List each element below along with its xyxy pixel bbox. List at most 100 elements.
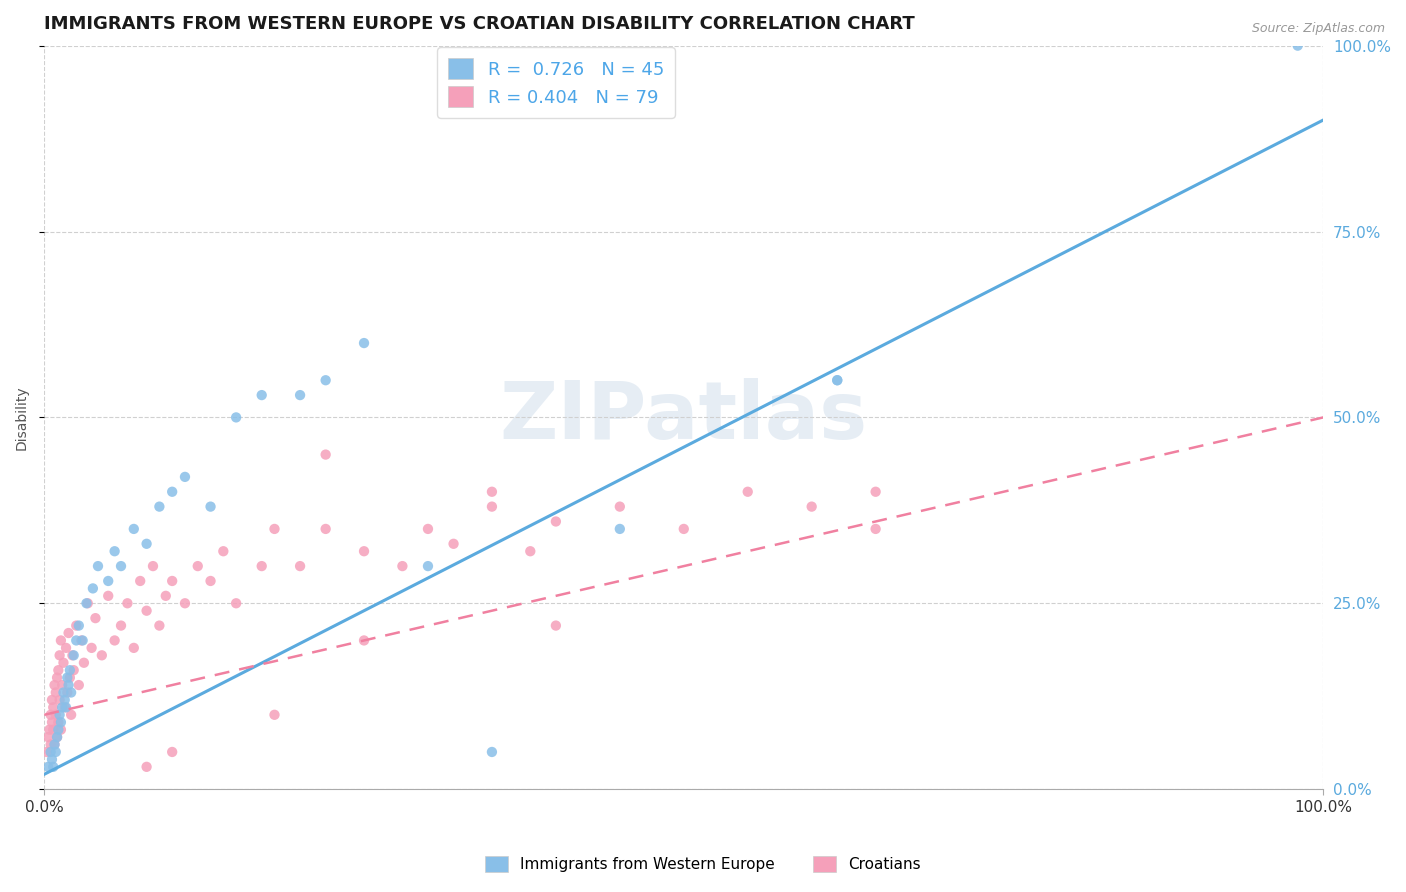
Point bbox=[80, 640, 103, 655]
Point bbox=[59, 671, 82, 685]
Point bbox=[70, 633, 93, 648]
Text: IMMIGRANTS FROM WESTERN EUROPE VS CROATIAN DISABILITY CORRELATION CHART: IMMIGRANTS FROM WESTERN EUROPE VS CROATI… bbox=[44, 15, 915, 33]
Point bbox=[160, 484, 183, 499]
Point bbox=[49, 715, 72, 730]
Point bbox=[117, 596, 139, 610]
Point bbox=[737, 484, 759, 499]
Point bbox=[76, 596, 98, 610]
Point bbox=[481, 484, 503, 499]
Point bbox=[825, 373, 848, 387]
Point bbox=[315, 373, 337, 387]
Point bbox=[65, 633, 87, 648]
Point bbox=[44, 738, 66, 752]
Point bbox=[148, 500, 170, 514]
Point bbox=[250, 388, 273, 402]
Point bbox=[212, 544, 235, 558]
Point bbox=[37, 760, 59, 774]
Point bbox=[55, 640, 77, 655]
Point bbox=[52, 685, 75, 699]
Point bbox=[76, 596, 98, 610]
Point bbox=[35, 745, 58, 759]
Point bbox=[443, 537, 465, 551]
Legend: R =  0.726   N = 45, R = 0.404   N = 79: R = 0.726 N = 45, R = 0.404 N = 79 bbox=[437, 47, 675, 118]
Point bbox=[416, 522, 439, 536]
Point bbox=[174, 596, 197, 610]
Point bbox=[110, 559, 132, 574]
Point bbox=[353, 633, 375, 648]
Point bbox=[56, 671, 79, 685]
Point bbox=[84, 611, 107, 625]
Point bbox=[800, 500, 823, 514]
Point bbox=[72, 633, 94, 648]
Point bbox=[59, 663, 82, 677]
Point bbox=[46, 663, 69, 677]
Point bbox=[51, 700, 73, 714]
Point bbox=[44, 678, 66, 692]
Point bbox=[97, 574, 120, 588]
Point bbox=[62, 663, 84, 677]
Point bbox=[53, 700, 76, 714]
Point bbox=[160, 574, 183, 588]
Point bbox=[609, 500, 631, 514]
Legend: Immigrants from Western Europe, Croatians: Immigrants from Western Europe, Croatian… bbox=[478, 848, 928, 880]
Point bbox=[1286, 38, 1309, 53]
Point bbox=[288, 388, 311, 402]
Point bbox=[187, 559, 209, 574]
Point bbox=[122, 640, 145, 655]
Point bbox=[135, 604, 157, 618]
Point bbox=[58, 678, 80, 692]
Point bbox=[48, 648, 70, 663]
Point bbox=[110, 618, 132, 632]
Point bbox=[353, 336, 375, 351]
Point bbox=[60, 707, 83, 722]
Point bbox=[41, 693, 63, 707]
Point bbox=[46, 671, 69, 685]
Point bbox=[263, 522, 285, 536]
Point bbox=[39, 707, 62, 722]
Point bbox=[49, 723, 72, 737]
Point bbox=[225, 410, 247, 425]
Point bbox=[135, 537, 157, 551]
Point bbox=[122, 522, 145, 536]
Point bbox=[46, 715, 69, 730]
Point bbox=[45, 707, 67, 722]
Point bbox=[481, 500, 503, 514]
Point bbox=[44, 738, 66, 752]
Point bbox=[37, 730, 59, 744]
Point bbox=[49, 633, 72, 648]
Point bbox=[62, 648, 84, 663]
Point bbox=[42, 723, 65, 737]
Point bbox=[58, 626, 80, 640]
Point bbox=[200, 574, 222, 588]
Point bbox=[129, 574, 152, 588]
Point bbox=[288, 559, 311, 574]
Y-axis label: Disability: Disability bbox=[15, 385, 30, 450]
Point bbox=[148, 618, 170, 632]
Point bbox=[315, 522, 337, 536]
Point bbox=[90, 648, 112, 663]
Point bbox=[53, 693, 76, 707]
Text: ZIPatlas: ZIPatlas bbox=[499, 378, 868, 457]
Point bbox=[865, 484, 887, 499]
Point bbox=[315, 448, 337, 462]
Point bbox=[672, 522, 695, 536]
Point bbox=[56, 685, 79, 699]
Point bbox=[391, 559, 413, 574]
Point bbox=[82, 582, 104, 596]
Point bbox=[48, 693, 70, 707]
Point bbox=[60, 685, 83, 699]
Point bbox=[87, 559, 110, 574]
Point bbox=[544, 515, 567, 529]
Point bbox=[67, 678, 90, 692]
Point bbox=[41, 715, 63, 730]
Point bbox=[39, 745, 62, 759]
Point bbox=[48, 707, 70, 722]
Point bbox=[62, 648, 84, 663]
Point bbox=[46, 730, 69, 744]
Point bbox=[481, 745, 503, 759]
Point bbox=[825, 373, 848, 387]
Point bbox=[155, 589, 177, 603]
Point bbox=[353, 544, 375, 558]
Point bbox=[104, 544, 127, 558]
Point bbox=[519, 544, 541, 558]
